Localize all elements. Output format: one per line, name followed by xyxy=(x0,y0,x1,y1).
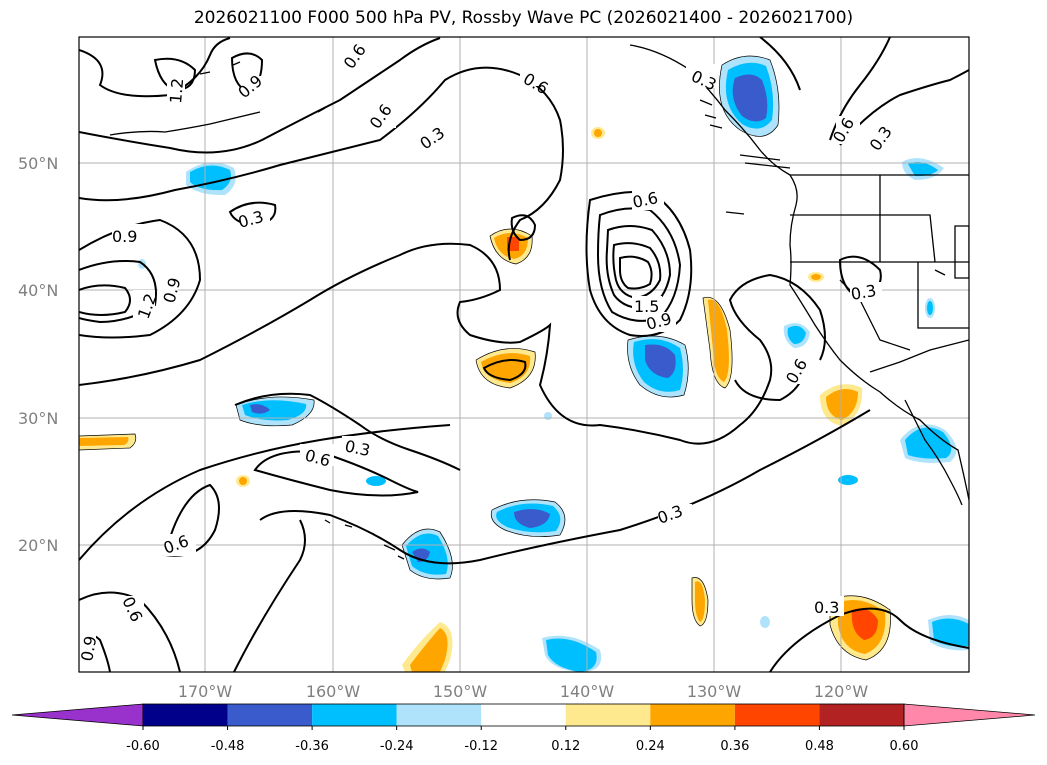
negative-patch xyxy=(783,323,810,348)
pv-contours xyxy=(79,37,969,672)
colorbar-segment xyxy=(143,704,228,726)
contour-label: 0.9 xyxy=(112,227,137,246)
lon-label: 140°W xyxy=(560,682,615,701)
colorbar-segment xyxy=(396,704,482,726)
colorbar-arrow-right xyxy=(903,703,1036,727)
positive-patch xyxy=(830,595,891,660)
colorbar-tick-label: -0.36 xyxy=(295,739,329,754)
contour-label: 1.2 xyxy=(166,77,187,104)
lon-label: 130°W xyxy=(687,682,742,701)
lat-label: 30°N xyxy=(18,409,58,428)
lon-label: 150°W xyxy=(433,682,488,701)
contour-label: 0.6 xyxy=(631,188,660,212)
lat-label: 50°N xyxy=(18,154,58,173)
lon-label: 160°W xyxy=(306,682,361,701)
colorbar-labels: -0.60 -0.48 -0.36 -0.24 -0.12 0.12 0.24 0.36 0.4… xyxy=(126,726,918,754)
map-frame xyxy=(78,36,970,673)
colorbar-frame xyxy=(142,703,905,727)
colorbar-tick-label: 0.24 xyxy=(636,739,665,754)
colorbar-tick-label: -0.60 xyxy=(126,739,160,754)
colorbar-tick-label: 0.12 xyxy=(551,739,580,754)
positive-patch xyxy=(79,434,136,450)
positive-patch xyxy=(692,577,708,626)
colorbar-tick-label: 0.36 xyxy=(720,739,749,754)
colorbar-segment xyxy=(227,704,313,726)
colorbar-segment xyxy=(481,704,566,726)
colorbar-tick-label: 0.48 xyxy=(805,739,834,754)
contour-label: 0.3 xyxy=(343,436,372,460)
colorbar-arrow-left xyxy=(11,703,144,727)
coastlines xyxy=(109,44,969,560)
contour-labels: 1.2 0.9 0.6 0.3 0.6 0.3 0.9 1.2 0.9 0.6 … xyxy=(77,41,896,664)
anomaly-patches xyxy=(79,56,969,672)
colorbar-tick-label: -0.48 xyxy=(211,739,245,754)
negative-patch xyxy=(236,396,315,426)
colorbar xyxy=(11,703,1036,727)
contour-label: 1.5 xyxy=(634,297,659,316)
colorbar-segment xyxy=(565,704,651,726)
colorbar-tick-label: -0.24 xyxy=(380,739,414,754)
lon-label: 170°W xyxy=(178,682,233,701)
colorbar-segment xyxy=(650,704,735,726)
lat-label: 20°N xyxy=(18,536,58,555)
contour-label: 0.9 xyxy=(77,634,100,662)
map-title: 2026021100 F000 500 hPa PV, Rossby Wave … xyxy=(193,8,854,28)
lat-label: 40°N xyxy=(18,281,58,300)
latitude-labels: 50°N 40°N 30°N 20°N xyxy=(18,154,58,555)
colorbar-segment xyxy=(734,704,820,726)
negative-patch xyxy=(186,162,236,196)
colorbar-tick-label: 0.60 xyxy=(890,739,919,754)
pv-contour-small xyxy=(153,52,537,382)
lon-label: 120°W xyxy=(814,682,869,701)
negative-patch xyxy=(627,336,689,398)
positive-patch xyxy=(703,297,733,388)
negative-patch xyxy=(402,528,453,579)
contour-label: 0.3 xyxy=(849,281,877,304)
colorbar-segment xyxy=(819,704,904,726)
positive-patch xyxy=(402,622,453,672)
colorbar-segment xyxy=(312,704,397,726)
contour-label: 0.3 xyxy=(814,598,839,617)
colorbar-tick-label: -0.12 xyxy=(464,739,498,754)
negative-patch xyxy=(491,499,565,537)
longitude-labels: 170°W 160°W 150°W 140°W 130°W 120°W xyxy=(178,682,869,701)
negative-patch xyxy=(542,635,602,672)
negative-patch xyxy=(719,56,779,137)
graticule xyxy=(79,37,969,672)
